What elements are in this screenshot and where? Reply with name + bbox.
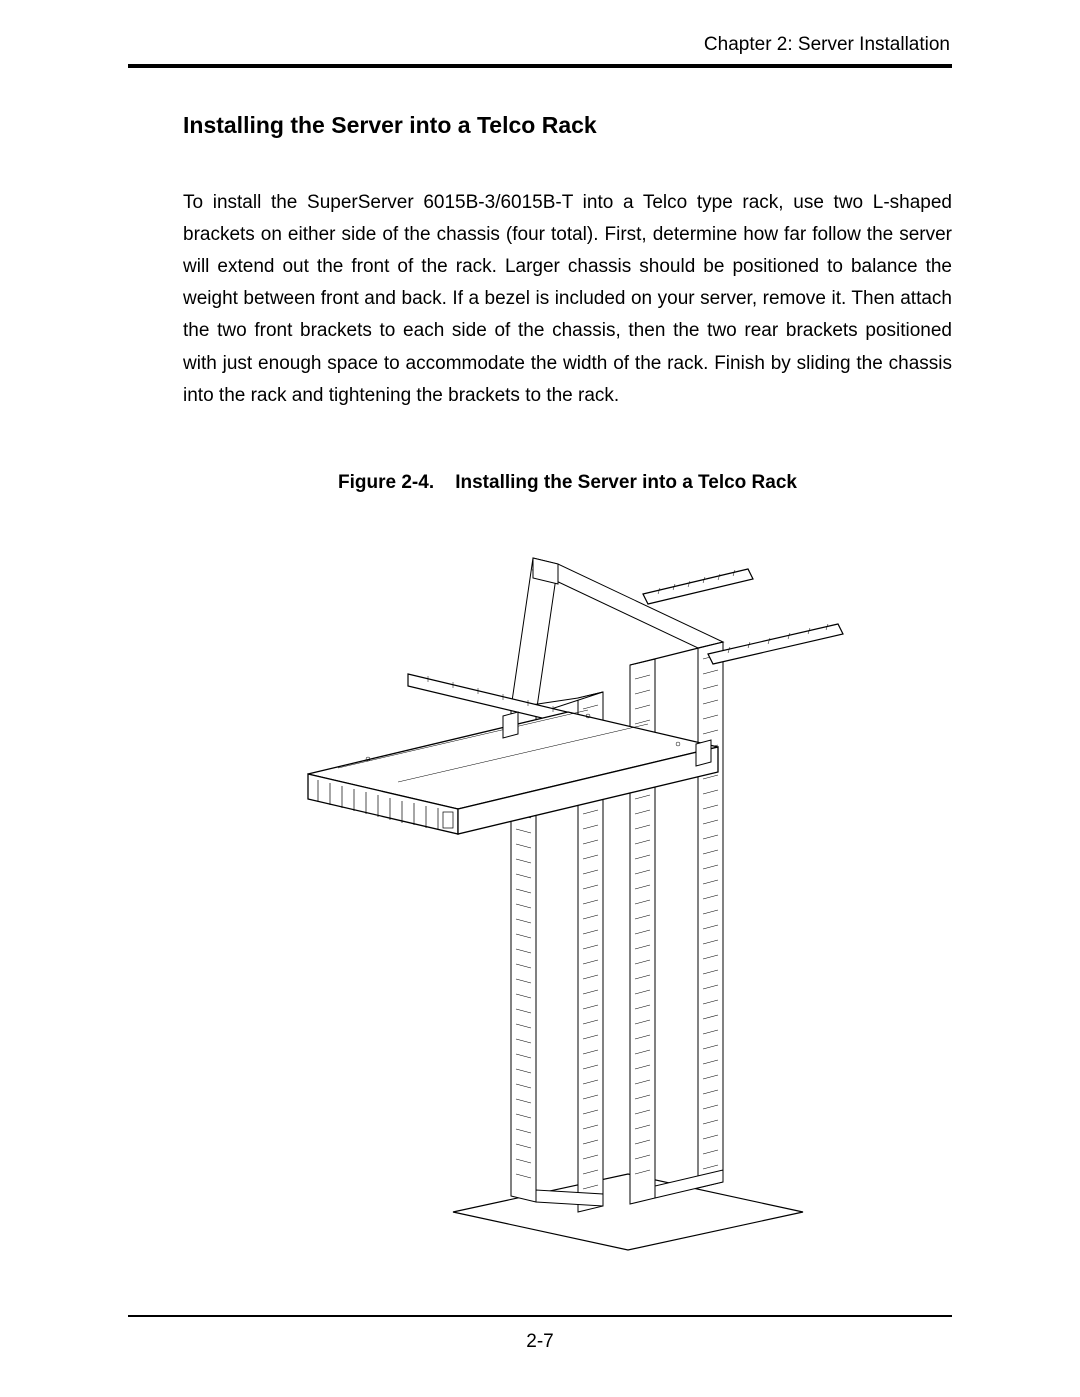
telco-rack-diagram-icon	[278, 534, 858, 1254]
figure-caption-number: Figure 2-4.	[338, 472, 434, 493]
page-container: Chapter 2: Server Installation Installin…	[0, 0, 1080, 1254]
footer-rule	[128, 1315, 952, 1317]
figure-container	[183, 534, 952, 1254]
chapter-header: Chapter 2: Server Installation	[128, 34, 952, 56]
body-paragraph: To install the SuperServer 6015B-3/6015B…	[183, 187, 952, 412]
figure-caption: Figure 2-4. Installing the Server into a…	[183, 472, 952, 494]
section-title: Installing the Server into a Telco Rack	[183, 112, 952, 139]
header-rule	[128, 64, 952, 68]
page-number: 2-7	[0, 1331, 1080, 1353]
figure-caption-title: Installing the Server into a Telco Rack	[455, 472, 797, 493]
